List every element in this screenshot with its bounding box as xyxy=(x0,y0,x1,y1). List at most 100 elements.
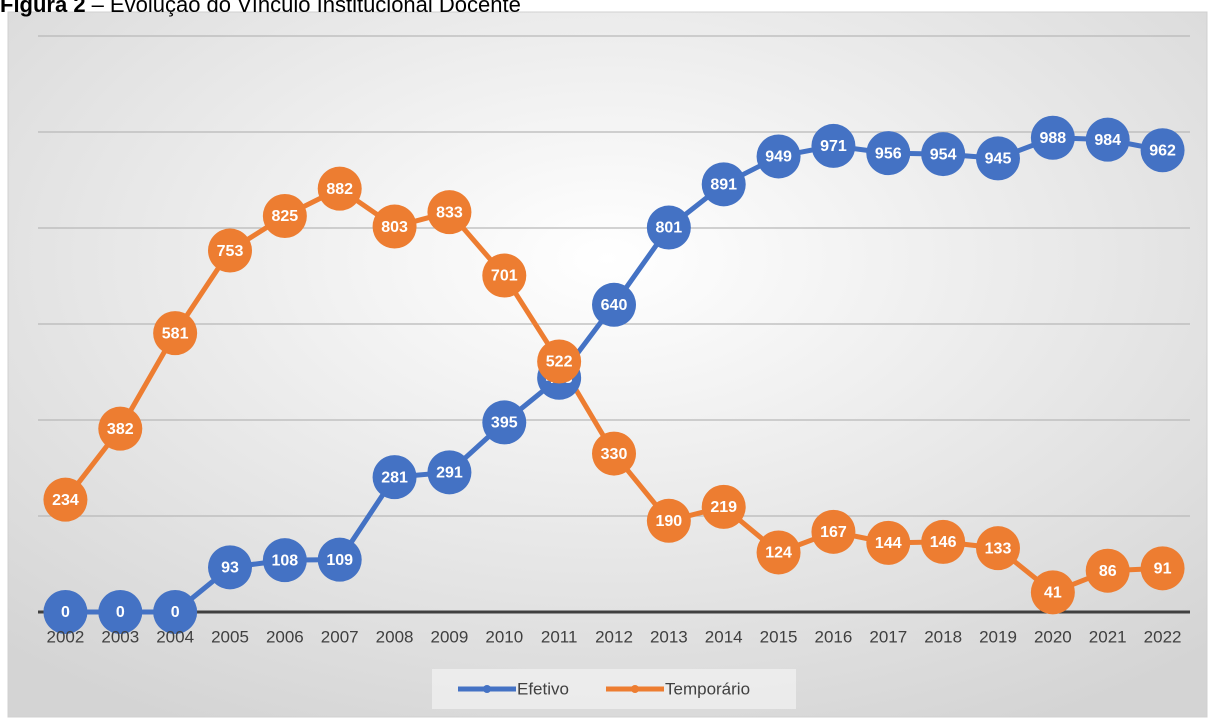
data-point xyxy=(537,339,582,384)
data-label: 640 xyxy=(601,297,628,314)
data-label: 581 xyxy=(162,325,189,342)
data-point xyxy=(482,400,527,445)
data-label: 891 xyxy=(710,177,737,194)
data-point xyxy=(592,431,636,476)
data-label: 801 xyxy=(656,220,683,237)
data-point xyxy=(98,590,143,634)
data-point xyxy=(1030,570,1075,615)
x-tick-label: 2008 xyxy=(376,627,414,646)
data-point xyxy=(811,123,856,168)
data-label: 281 xyxy=(381,469,408,486)
data-point xyxy=(701,484,746,529)
data-point xyxy=(1140,128,1185,173)
data-point xyxy=(866,520,911,565)
data-point xyxy=(482,253,527,298)
data-label: 522 xyxy=(546,354,573,371)
x-tick-label: 2016 xyxy=(815,627,853,646)
data-point xyxy=(646,205,691,250)
x-tick-label: 2020 xyxy=(1034,627,1072,646)
data-label: 146 xyxy=(930,534,957,551)
x-tick-label: 2005 xyxy=(211,627,249,646)
data-point xyxy=(811,509,856,554)
data-label: 382 xyxy=(107,421,134,438)
data-label: 190 xyxy=(656,513,683,530)
data-label: 133 xyxy=(985,540,1012,557)
data-label: 833 xyxy=(436,204,463,221)
data-point xyxy=(372,455,417,500)
data-point xyxy=(43,590,88,634)
x-tick-label: 2014 xyxy=(705,627,743,646)
x-tick-label: 2007 xyxy=(321,627,359,646)
x-tick-label: 2006 xyxy=(266,627,304,646)
data-point xyxy=(153,590,198,634)
data-label: 0 xyxy=(171,604,180,621)
data-point xyxy=(646,498,691,543)
data-label: 971 xyxy=(820,138,847,155)
data-point xyxy=(866,131,911,176)
x-tick-label: 2009 xyxy=(431,627,469,646)
data-point xyxy=(756,530,801,575)
data-label: 988 xyxy=(1040,130,1067,147)
data-point xyxy=(208,228,252,273)
data-point xyxy=(153,311,198,356)
data-label: 962 xyxy=(1149,142,1176,159)
data-point xyxy=(921,519,966,564)
data-label: 108 xyxy=(272,552,299,569)
data-label: 291 xyxy=(436,465,463,482)
x-tick-label: 2002 xyxy=(47,627,85,646)
data-point xyxy=(976,526,1020,571)
data-label: 93 xyxy=(221,560,239,577)
data-label: 954 xyxy=(930,146,957,163)
data-label: 234 xyxy=(52,492,79,509)
data-label: 803 xyxy=(381,219,408,236)
data-point xyxy=(1140,546,1185,591)
data-label: 882 xyxy=(326,181,353,198)
x-tick-label: 2017 xyxy=(869,627,907,646)
x-tick-label: 2013 xyxy=(650,627,688,646)
x-tick-label: 2022 xyxy=(1144,627,1182,646)
data-point xyxy=(592,282,636,327)
data-point xyxy=(43,477,88,522)
data-point xyxy=(756,134,801,179)
data-point xyxy=(208,545,252,590)
x-tick-label: 2010 xyxy=(485,627,523,646)
data-point xyxy=(372,204,417,249)
data-label: 86 xyxy=(1099,563,1117,580)
title-text: – Evolução do Vínculo Institucional Doce… xyxy=(92,0,521,17)
data-point xyxy=(701,162,746,207)
x-tick-label: 2018 xyxy=(924,627,962,646)
data-point xyxy=(262,194,307,238)
data-label: 753 xyxy=(217,243,244,260)
chart-area xyxy=(7,11,1208,718)
data-label: 0 xyxy=(61,604,70,621)
data-point xyxy=(1085,117,1130,162)
data-label: 825 xyxy=(272,208,299,225)
data-label: 124 xyxy=(765,545,792,562)
legend-marker xyxy=(483,685,491,693)
x-tick-label: 2004 xyxy=(156,627,194,646)
data-point xyxy=(427,190,472,235)
legend-label: Temporário xyxy=(665,679,750,698)
data-point xyxy=(262,538,307,583)
legend-marker xyxy=(631,685,639,693)
data-label: 41 xyxy=(1044,585,1062,602)
data-label: 956 xyxy=(875,145,902,162)
data-label: 91 xyxy=(1154,561,1172,578)
data-point xyxy=(427,450,472,495)
data-point xyxy=(976,136,1020,181)
data-label: 144 xyxy=(875,535,902,552)
data-label: 701 xyxy=(491,268,518,285)
data-label: 984 xyxy=(1094,132,1121,149)
data-point xyxy=(1030,115,1075,160)
data-label: 167 xyxy=(820,524,847,541)
x-tick-label: 2021 xyxy=(1089,627,1127,646)
x-tick-label: 2011 xyxy=(541,627,578,646)
data-label: 0 xyxy=(116,604,125,621)
chart-title: Figura 2 – Evolução do Vínculo Institucio… xyxy=(0,0,521,17)
x-tick-label: 2003 xyxy=(101,627,139,646)
data-label: 330 xyxy=(601,446,628,463)
data-point xyxy=(921,132,966,177)
figure-label: Figura 2 xyxy=(0,0,86,17)
x-tick-label: 2015 xyxy=(760,627,798,646)
